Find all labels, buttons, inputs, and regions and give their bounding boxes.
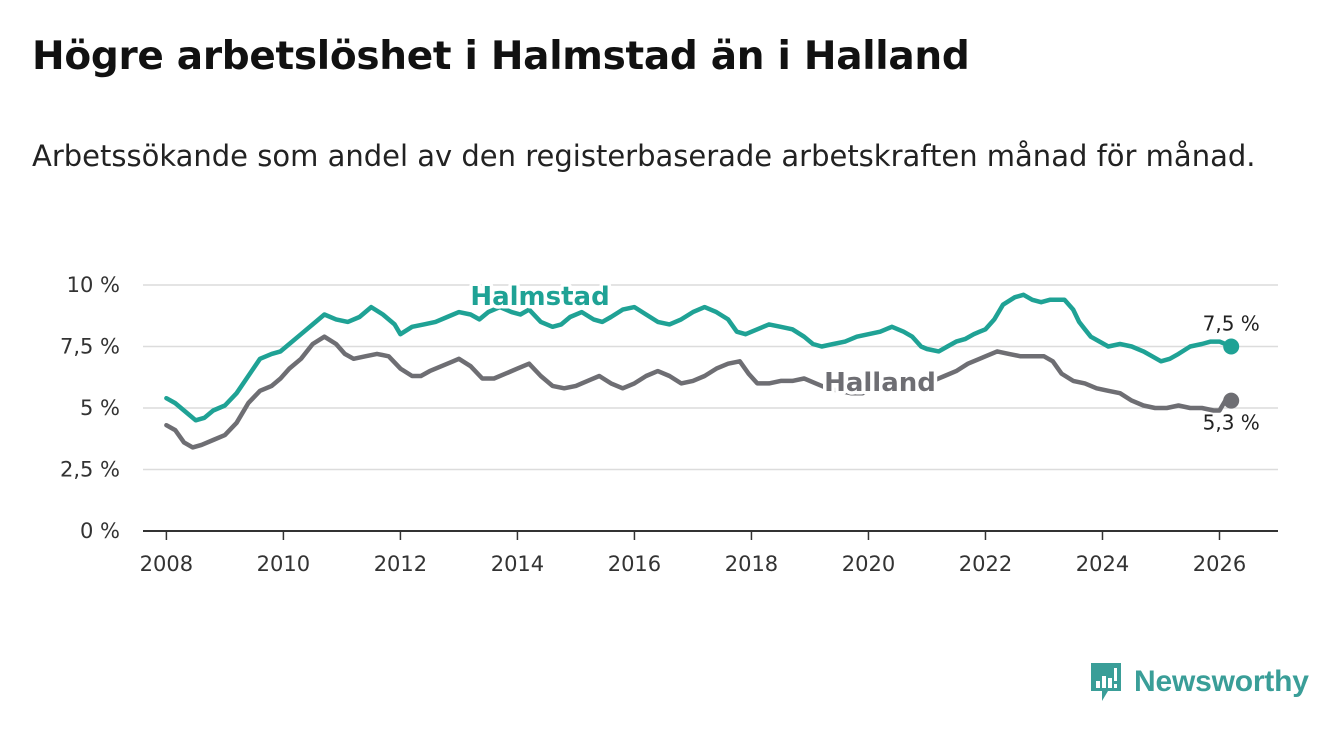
y-tick-label: 5 % xyxy=(80,396,120,420)
x-tick-label: 2010 xyxy=(257,552,310,576)
y-tick-label: 0 % xyxy=(80,519,120,543)
x-tick-label: 2024 xyxy=(1076,552,1129,576)
x-tick-label: 2016 xyxy=(608,552,661,576)
x-tick-label: 2014 xyxy=(491,552,544,576)
series-labels: Halmstad Halland 7,5 % 5,3 % xyxy=(467,279,1260,435)
series-name-label-halmstad: Halmstad xyxy=(470,282,609,312)
x-tick-label: 2026 xyxy=(1193,552,1246,576)
end-value-label-halmstad: 7,5 % xyxy=(1203,312,1260,336)
newsworthy-logo-icon xyxy=(1091,663,1121,701)
x-tick-label: 2020 xyxy=(842,552,895,576)
y-tick-label: 10 % xyxy=(67,273,120,297)
y-tick-label: 7,5 % xyxy=(60,335,120,359)
chart-title: Högre arbetslöshet i Halmstad än i Halla… xyxy=(32,34,970,79)
x-axis: 2008 2010 2012 2014 2016 2018 2020 2022 2024 2026 xyxy=(140,530,1278,576)
series-end-dot-halland xyxy=(1223,392,1240,409)
series-end-dot-halmstad xyxy=(1223,338,1240,355)
series-line-halmstad xyxy=(164,292,1234,423)
x-tick-label: 2008 xyxy=(140,552,193,576)
y-axis: 0 % 2,5 % 5 % 7,5 % 10 % xyxy=(60,273,120,543)
brand-name: Newsworthy xyxy=(1134,665,1309,698)
x-tick-label: 2012 xyxy=(374,552,427,576)
end-value-label-halland: 5,3 % xyxy=(1203,411,1260,435)
line-chart: 0 % 2,5 % 5 % 7,5 % 10 % 2008 2010 2012 2014 201… xyxy=(60,273,1278,576)
chart-subtitle: Arbetssökande som andel av den registerb… xyxy=(32,139,1256,173)
newsworthy-brand[interactable]: Newsworthy xyxy=(1088,660,1309,704)
grid-lines xyxy=(143,284,1278,471)
x-tick-label: 2022 xyxy=(959,552,1012,576)
x-tick-label: 2018 xyxy=(725,552,778,576)
series-lines xyxy=(164,292,1240,450)
series-line-halland xyxy=(164,334,1234,450)
series-name-label-halland: Halland xyxy=(824,368,936,398)
y-tick-label: 2,5 % xyxy=(60,458,120,482)
